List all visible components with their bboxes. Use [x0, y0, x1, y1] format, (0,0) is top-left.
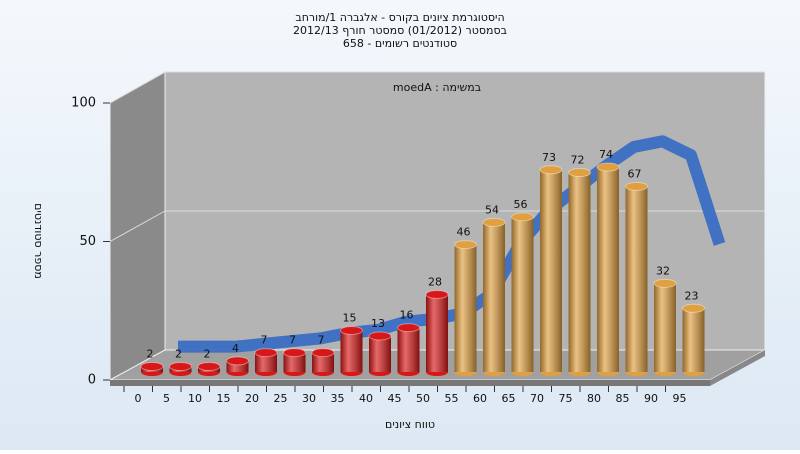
bar-top: [368, 331, 392, 341]
title-line: סטודנטים רשומים - 658: [343, 37, 457, 50]
grid-line: [109, 210, 166, 242]
x-tick-label: 75: [559, 392, 573, 405]
bar-shade: [483, 222, 505, 372]
bar-shade: [226, 360, 249, 372]
bar-top: [625, 181, 648, 191]
value-label: 13: [371, 317, 385, 330]
bar-shade: [682, 308, 705, 372]
value-label: 2: [204, 347, 211, 360]
bar-top: [425, 289, 449, 299]
value-label: 7: [261, 334, 268, 347]
bar-shade: [312, 352, 334, 372]
value-label: 2: [175, 347, 182, 360]
bar-top: [511, 212, 534, 222]
x-tick-label: 80: [587, 392, 601, 405]
bar-shade: [283, 352, 306, 372]
value-label: 4: [232, 342, 239, 355]
bar-top: [169, 361, 192, 371]
x-tick-label: 90: [644, 392, 658, 405]
value-label: 7: [318, 334, 325, 347]
value-label: 16: [400, 309, 414, 322]
value-label: 15: [343, 311, 357, 324]
x-tick-label: 45: [388, 392, 402, 405]
value-label: 23: [685, 289, 699, 302]
x-tick-label: 55: [445, 392, 459, 405]
bar-shade: [426, 294, 448, 372]
bar-top: [340, 325, 363, 335]
value-label: 46: [457, 226, 471, 239]
floor-front: [110, 380, 710, 386]
bar-shade: [255, 352, 277, 372]
x-tick-label: 10: [188, 392, 202, 405]
bar-top: [682, 303, 705, 313]
value-label: 73: [542, 151, 556, 164]
x-tick-label: 60: [473, 392, 487, 405]
annotation: במשימה : moedA: [393, 81, 481, 94]
y-tick-label: 50: [79, 234, 96, 249]
bar-shade: [454, 244, 477, 372]
bar-shade: [597, 167, 619, 372]
value-label: 74: [599, 148, 613, 161]
bar-top: [254, 348, 278, 358]
title-line: היסטוגרמת ציונים בקורס - אלגברה 1/מורחב: [295, 11, 504, 24]
bar-shade: [568, 172, 591, 372]
x-tick-label: 70: [530, 392, 544, 405]
bar-shade: [654, 283, 676, 372]
bar-top: [539, 165, 563, 175]
value-label: 56: [514, 198, 528, 211]
bar-top: [397, 323, 420, 333]
bar-top: [454, 240, 477, 250]
y-tick-label: 0: [88, 373, 96, 388]
bar-shade: [369, 335, 391, 372]
y-tick-label: 100: [71, 96, 96, 111]
bar-top: [482, 217, 506, 227]
bar-top: [140, 361, 164, 371]
bar-top: [197, 361, 221, 371]
bar-shade: [540, 169, 562, 372]
bar-shade: [340, 330, 363, 372]
x-tick-label: 50: [416, 392, 430, 405]
value-label: 28: [428, 275, 442, 288]
title-line: בסמסטר (01/2012) סמסטר חורף 2012/13: [293, 24, 507, 37]
x-tick-label: 25: [274, 392, 288, 405]
x-tick-label: 0: [135, 392, 142, 405]
value-label: 54: [485, 203, 499, 216]
value-label: 7: [289, 334, 296, 347]
x-tick-label: 15: [217, 392, 231, 405]
floor-edge: [710, 350, 765, 386]
value-label: 32: [656, 264, 670, 277]
x-tick-label: 30: [302, 392, 316, 405]
bar-shade: [511, 216, 534, 372]
trend-line: [178, 135, 726, 353]
x-tick-label: 20: [245, 392, 259, 405]
value-label: 67: [628, 167, 642, 180]
bar-top: [311, 348, 335, 358]
bar-shade: [625, 186, 648, 372]
x-tick-label: 35: [331, 392, 345, 405]
bar-top: [596, 162, 620, 172]
bar-top: [653, 278, 677, 288]
x-tick-label: 95: [673, 392, 687, 405]
bar-shade: [397, 327, 420, 372]
x-tick-label: 85: [616, 392, 630, 405]
x-tick-label: 5: [163, 392, 170, 405]
value-label: 72: [571, 154, 585, 167]
x-axis-label: טווח ציונים: [385, 418, 435, 431]
bar-top: [283, 348, 306, 358]
y-axis-label: מספר סטודנטים: [32, 203, 45, 279]
value-label: 2: [147, 347, 154, 360]
x-tick-label: 40: [359, 392, 373, 405]
bar-top: [226, 356, 249, 366]
bar-top: [568, 168, 591, 178]
grid-line: [109, 71, 166, 104]
x-tick-label: 65: [502, 392, 516, 405]
